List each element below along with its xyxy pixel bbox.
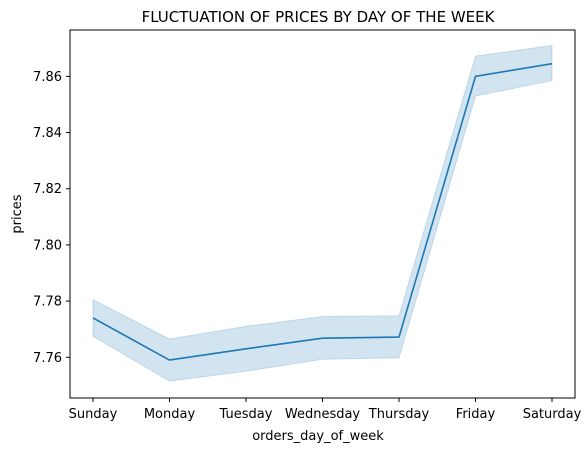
x-tick-label: Saturday — [523, 407, 582, 422]
x-axis: Sunday Monday Tuesday Wednesday Thursday Frid… — [69, 398, 582, 422]
y-tick-label: 7.76 — [33, 351, 62, 366]
x-tick-label: Monday — [144, 407, 196, 422]
chart-title: FLUCTUATION OF PRICES BY DAY OF THE WEEK — [142, 8, 496, 26]
plot-area — [92, 44, 553, 382]
x-tick-label: Tuesday — [219, 407, 273, 422]
y-tick-label: 7.84 — [33, 126, 62, 141]
x-axis-label: orders_day_of_week — [252, 429, 384, 444]
confidence-band — [92, 44, 553, 382]
y-tick-label: 7.82 — [33, 182, 62, 197]
x-tick-label: Thursday — [368, 407, 430, 422]
x-tick-label: Friday — [456, 407, 496, 422]
y-axis-label: prices — [10, 194, 25, 233]
y-tick-label: 7.80 — [33, 238, 62, 253]
price-line — [92, 62, 553, 361]
y-tick-label: 7.86 — [33, 70, 62, 85]
y-axis: 7.76 7.78 7.80 7.82 7.84 7.86 — [33, 70, 70, 366]
x-tick-label: Wednesday — [285, 407, 361, 422]
y-tick-label: 7.78 — [33, 295, 62, 310]
x-tick-label: Sunday — [69, 407, 118, 422]
